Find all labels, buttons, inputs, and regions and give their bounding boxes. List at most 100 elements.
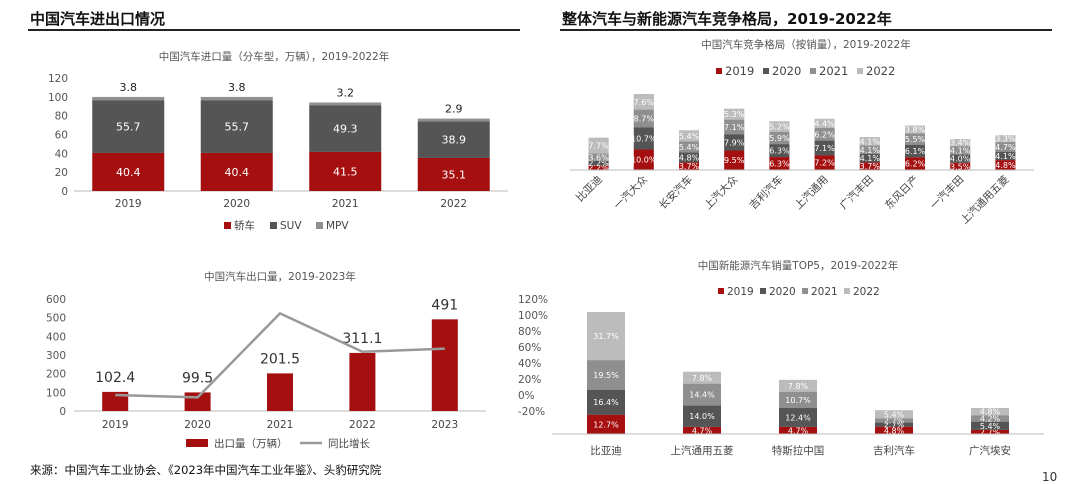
bar-segment xyxy=(995,142,1016,152)
x-tick-label: 2020 xyxy=(184,419,211,431)
bar-segment xyxy=(679,152,699,163)
bar-segment xyxy=(588,153,609,161)
bar-segment xyxy=(995,151,1016,161)
bar-segment xyxy=(724,108,745,120)
data-label: 3.8 xyxy=(120,81,138,94)
bar-segment xyxy=(875,426,913,434)
data-label: 3.6% xyxy=(588,153,609,162)
legend-swatch xyxy=(763,68,769,74)
bar-segment xyxy=(814,127,835,141)
bar-segment xyxy=(859,145,880,154)
bar-segment xyxy=(814,140,835,156)
export-chart: 中国汽车出口量，2019-2023年 0 100 200 300 400 500 600 120… xyxy=(46,270,548,450)
y-tick-label: 120 xyxy=(48,73,68,85)
data-label: 5.3% xyxy=(724,110,745,119)
legend-swatch xyxy=(802,288,808,294)
data-label: 4.4% xyxy=(814,119,835,128)
data-label: 5.4% xyxy=(884,410,905,419)
bar-segment xyxy=(950,154,971,163)
data-label: 31.7% xyxy=(593,332,619,341)
x-tick-label: 2023 xyxy=(431,419,458,431)
legend-swatch xyxy=(718,288,724,294)
legend-swatch xyxy=(760,288,766,294)
data-label: 4.1% xyxy=(995,152,1016,161)
nev-chart-title: 中国新能源汽车销量TOP5，2019-2022年 xyxy=(698,259,898,272)
bar-segment xyxy=(875,418,913,423)
data-label: 10.7% xyxy=(631,134,657,143)
legend-swatch xyxy=(224,222,231,229)
y2-tick-label: 80% xyxy=(518,326,541,338)
data-label: 7.7% xyxy=(588,142,609,151)
bar-segment xyxy=(200,100,273,153)
y-tick-label: 100 xyxy=(46,387,66,399)
data-label: 311.1 xyxy=(342,331,382,347)
source-note: 来源：中国汽车工业协会、《2023年中国汽车工业年鉴》、头豹研究院 xyxy=(30,463,382,477)
bar-segment xyxy=(417,157,490,191)
legend-label: 2021 xyxy=(811,286,838,298)
bar-segment xyxy=(859,137,880,146)
data-label: 8.7% xyxy=(634,115,655,124)
y-tick-label: 80 xyxy=(55,111,68,123)
data-label: 7.6% xyxy=(634,98,655,107)
legend-swatch xyxy=(844,288,850,294)
legend-label: 2019 xyxy=(727,286,754,298)
bar-segment xyxy=(779,379,817,392)
page-number: 10 xyxy=(1042,470,1058,484)
legend-label: MPV xyxy=(326,220,349,232)
bar-segment xyxy=(905,157,925,170)
import-chart-title: 中国汽车进口量（分车型，万辆），2019-2022年 xyxy=(159,50,389,63)
legend-swatch xyxy=(810,68,816,74)
bar-segment xyxy=(588,137,609,154)
data-label: 3.7% xyxy=(860,162,881,171)
x-tick-label: 比亚迪 xyxy=(573,173,605,205)
data-label: 3.8 xyxy=(228,81,246,94)
data-label: 4.8% xyxy=(884,426,905,435)
bar-segment xyxy=(779,426,817,434)
legend-swatch xyxy=(716,68,722,74)
legend-label: 2019 xyxy=(725,64,754,78)
y-tick-label: 60 xyxy=(55,130,68,142)
bar-segment xyxy=(950,139,971,147)
competition-chart: 中国汽车竞争格局（按销量），2019-2022年 2019 2020 2021 2022… xyxy=(570,38,1034,227)
bar-segment xyxy=(859,153,880,163)
bar-segment xyxy=(724,134,745,151)
bar-segment xyxy=(814,155,835,170)
bar-segment xyxy=(309,105,382,152)
bar xyxy=(184,392,211,411)
legend-label-bars: 出口量（万辆） xyxy=(214,437,288,450)
data-label: 4.1% xyxy=(860,137,881,146)
bar-segment xyxy=(633,127,654,150)
x-tick-label: 2022 xyxy=(440,198,467,210)
data-label: 40.4 xyxy=(225,166,250,179)
data-label: 4.2% xyxy=(980,415,1001,424)
bar-segment xyxy=(309,151,382,191)
x-tick-label: 2021 xyxy=(332,198,359,210)
bar-segment xyxy=(769,144,790,158)
legend-label: 轿车 xyxy=(234,219,255,232)
legend-swatch xyxy=(316,222,323,229)
data-label: 3.4% xyxy=(950,139,971,148)
legend-label: 2022 xyxy=(853,286,880,298)
bar-segment xyxy=(971,429,1009,434)
data-label: 3.3% xyxy=(995,135,1016,144)
data-label: 2.7% xyxy=(884,421,905,430)
bar-segment xyxy=(683,405,721,427)
bar-segment xyxy=(769,121,790,132)
bar-segment xyxy=(633,94,654,110)
y2-tick-label: 20% xyxy=(518,374,541,386)
data-label: 38.9 xyxy=(442,134,467,147)
x-tick-label: 一汽大众 xyxy=(611,173,650,212)
data-label: 4.8% xyxy=(980,408,1001,417)
data-label: 6.2% xyxy=(905,160,926,169)
data-label: 55.7 xyxy=(225,121,250,134)
data-label: 49.3 xyxy=(333,123,358,136)
y-tick-label: 200 xyxy=(46,369,66,381)
y2-tick-label: 40% xyxy=(518,358,541,370)
data-label: 4.1% xyxy=(860,146,881,155)
x-tick-label: 比亚迪 xyxy=(590,444,622,457)
import-chart: 中国汽车进口量（分车型，万辆），2019-2022年 0 20 40 60 80 100 12… xyxy=(48,50,508,232)
x-tick-label: 吉利汽车 xyxy=(873,444,915,457)
bar-segment xyxy=(875,422,913,427)
bar-segment xyxy=(587,312,625,361)
x-tick-label: 2022 xyxy=(349,419,376,431)
